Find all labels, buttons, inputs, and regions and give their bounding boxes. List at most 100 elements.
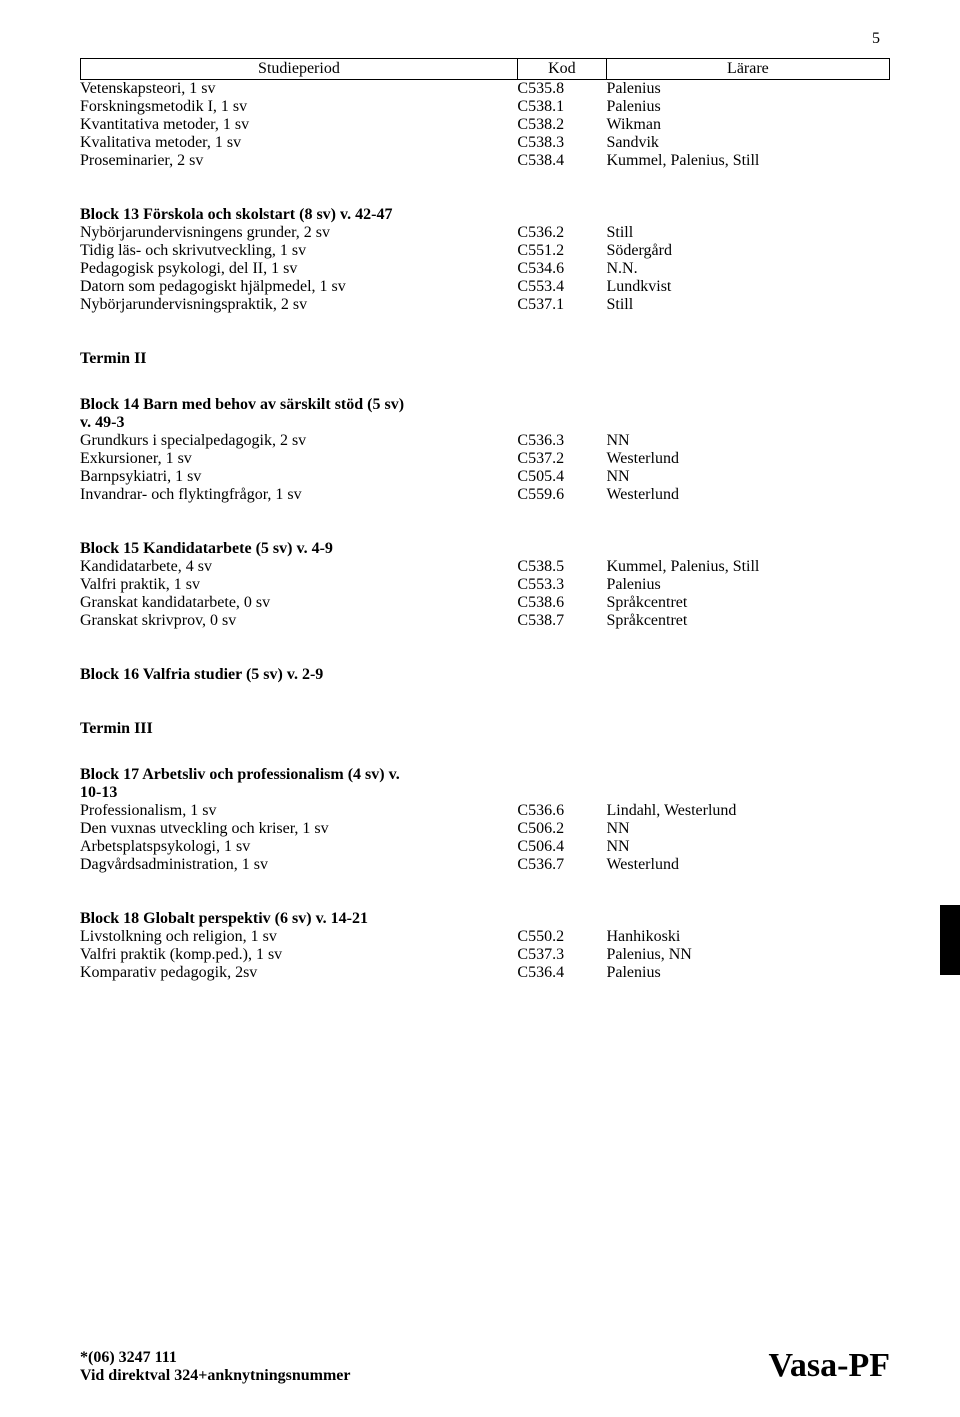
- header-col-larare: Lärare: [606, 59, 889, 80]
- block-title-line2: v. 49-3: [80, 414, 890, 432]
- course-code: C537.1: [517, 296, 606, 314]
- course-code: C536.2: [517, 224, 606, 242]
- table-row: Tidig läs- och skrivutveckling, 1 svC551…: [80, 242, 890, 260]
- table-row: Invandrar- och flyktingfrågor, 1 svC559.…: [80, 486, 890, 504]
- table-row: Dagvårdsadministration, 1 svC536.7Wester…: [80, 856, 890, 874]
- course-code: C537.2: [517, 450, 606, 468]
- course-teacher: Kummel, Palenius, Still: [606, 558, 890, 576]
- course-code: C506.4: [517, 838, 606, 856]
- footer-contact: *(06) 3247 111 Vid direktval 324+anknytn…: [80, 1349, 351, 1385]
- table-row: Barnpsykiatri, 1 svC505.4NN: [80, 468, 890, 486]
- course-code: C536.3: [517, 432, 606, 450]
- table-row: Nybörjarundervisningspraktik, 2 svC537.1…: [80, 296, 890, 314]
- course-name: Proseminarier, 2 sv: [80, 152, 517, 170]
- block-18: Block 18 Globalt perspektiv (6 sv) v. 14…: [80, 910, 890, 982]
- course-teacher: Lundkvist: [606, 278, 890, 296]
- course-code: C536.4: [517, 964, 606, 982]
- course-name: Valfri praktik (komp.ped.), 1 sv: [80, 946, 517, 964]
- course-name: Kvantitativa metoder, 1 sv: [80, 116, 517, 134]
- block-title-line1: Block 14 Barn med behov av särskilt stöd…: [80, 396, 890, 414]
- table-row: Valfri praktik (komp.ped.), 1 svC537.3Pa…: [80, 946, 890, 964]
- course-teacher: Westerlund: [606, 856, 890, 874]
- table-row: Livstolkning och religion, 1 svC550.2Han…: [80, 928, 890, 946]
- block-title: Block 13 Förskola och skolstart (8 sv) v…: [80, 206, 890, 224]
- table-row: Forskningsmetodik I, 1 svC538.1Palenius: [80, 98, 890, 116]
- table-row: Proseminarier, 2 svC538.4Kummel, Paleniu…: [80, 152, 890, 170]
- course-teacher: Södergård: [606, 242, 890, 260]
- course-name: Kvalitativa metoder, 1 sv: [80, 134, 517, 152]
- footer-brand: Vasa-PF: [768, 1347, 890, 1385]
- course-teacher: Westerlund: [606, 486, 890, 504]
- course-teacher: Lindahl, Westerlund: [606, 802, 890, 820]
- course-teacher: NN: [606, 820, 890, 838]
- course-name: Den vuxnas utveckling och kriser, 1 sv: [80, 820, 517, 838]
- course-name: Komparativ pedagogik, 2sv: [80, 964, 517, 982]
- table-row: Datorn som pedagogiskt hjälpmedel, 1 svC…: [80, 278, 890, 296]
- table-row: Granskat kandidatarbete, 0 svC538.6Språk…: [80, 594, 890, 612]
- course-teacher: NN: [606, 432, 890, 450]
- block-15-table: Kandidatarbete, 4 svC538.5Kummel, Paleni…: [80, 558, 890, 630]
- block-title: Block 16 Valfria studier (5 sv) v. 2-9: [80, 666, 890, 684]
- block-14-table: Grundkurs i specialpedagogik, 2 svC536.3…: [80, 432, 890, 504]
- course-teacher: N.N.: [606, 260, 890, 278]
- course-code: C553.4: [517, 278, 606, 296]
- course-teacher: Hanhikoski: [606, 928, 890, 946]
- course-teacher: Palenius: [606, 98, 890, 116]
- course-code: C559.6: [517, 486, 606, 504]
- course-name: Barnpsykiatri, 1 sv: [80, 468, 517, 486]
- table-row: Arbetsplatspsykologi, 1 svC506.4NN: [80, 838, 890, 856]
- course-teacher: Kummel, Palenius, Still: [606, 152, 890, 170]
- course-code: C505.4: [517, 468, 606, 486]
- course-code: C506.2: [517, 820, 606, 838]
- course-teacher: NN: [606, 468, 890, 486]
- table-row: Valfri praktik, 1 svC553.3Palenius: [80, 576, 890, 594]
- course-code: C538.3: [517, 134, 606, 152]
- side-tab: [940, 905, 960, 975]
- course-name: Tidig läs- och skrivutveckling, 1 sv: [80, 242, 517, 260]
- course-name: Datorn som pedagogiskt hjälpmedel, 1 sv: [80, 278, 517, 296]
- course-code: C550.2: [517, 928, 606, 946]
- top-courses-table: Vetenskapsteori, 1 svC535.8Palenius Fors…: [80, 80, 890, 170]
- termin-label: Termin II: [80, 350, 890, 368]
- course-name: Pedagogisk psykologi, del II, 1 sv: [80, 260, 517, 278]
- course-name: Kandidatarbete, 4 sv: [80, 558, 517, 576]
- course-name: Arbetsplatspsykologi, 1 sv: [80, 838, 517, 856]
- block-title: Block 15 Kandidatarbete (5 sv) v. 4-9: [80, 540, 890, 558]
- course-name: Forskningsmetodik I, 1 sv: [80, 98, 517, 116]
- course-name: Nybörjarundervisningens grunder, 2 sv: [80, 224, 517, 242]
- block-15: Block 15 Kandidatarbete (5 sv) v. 4-9 Ka…: [80, 540, 890, 630]
- block-18-table: Livstolkning och religion, 1 svC550.2Han…: [80, 928, 890, 982]
- course-teacher: Palenius, NN: [606, 946, 890, 964]
- course-teacher: Palenius: [606, 576, 890, 594]
- block-17: Block 17 Arbetsliv och professionalism (…: [80, 766, 890, 874]
- course-name: Grundkurs i specialpedagogik, 2 sv: [80, 432, 517, 450]
- block-17-table: Professionalism, 1 svC536.6Lindahl, West…: [80, 802, 890, 874]
- course-code: C535.8: [517, 80, 606, 98]
- termin-ii-heading: Termin II: [80, 350, 890, 368]
- course-teacher: Språkcentret: [606, 594, 890, 612]
- course-name: Professionalism, 1 sv: [80, 802, 517, 820]
- course-name: Granskat skrivprov, 0 sv: [80, 612, 517, 630]
- course-code: C534.6: [517, 260, 606, 278]
- block-13: Block 13 Förskola och skolstart (8 sv) v…: [80, 206, 890, 314]
- termin-iii-heading: Termin III: [80, 720, 890, 738]
- course-name: Exkursioner, 1 sv: [80, 450, 517, 468]
- course-code: C538.4: [517, 152, 606, 170]
- table-row: Pedagogisk psykologi, del II, 1 svC534.6…: [80, 260, 890, 278]
- course-teacher: Palenius: [606, 80, 890, 98]
- course-code: C553.3: [517, 576, 606, 594]
- course-code: C538.7: [517, 612, 606, 630]
- course-name: Nybörjarundervisningspraktik, 2 sv: [80, 296, 517, 314]
- block-14: Block 14 Barn med behov av särskilt stöd…: [80, 396, 890, 504]
- table-row: Professionalism, 1 svC536.6Lindahl, West…: [80, 802, 890, 820]
- course-teacher: Westerlund: [606, 450, 890, 468]
- page-number: 5: [872, 30, 880, 48]
- course-teacher: NN: [606, 838, 890, 856]
- table-row: Nybörjarundervisningens grunder, 2 svC53…: [80, 224, 890, 242]
- course-teacher: Wikman: [606, 116, 890, 134]
- course-code: C538.5: [517, 558, 606, 576]
- course-code: C536.7: [517, 856, 606, 874]
- course-name: Valfri praktik, 1 sv: [80, 576, 517, 594]
- course-name: Vetenskapsteori, 1 sv: [80, 80, 517, 98]
- block-13-table: Nybörjarundervisningens grunder, 2 svC53…: [80, 224, 890, 314]
